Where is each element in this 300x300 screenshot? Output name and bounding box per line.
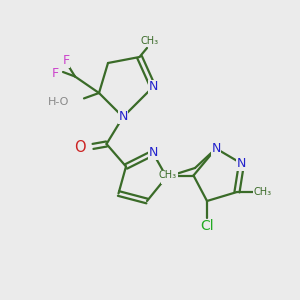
Text: CH₃: CH₃ [159,170,177,181]
Text: O: O [74,140,85,154]
Text: N: N [237,157,246,170]
Text: CH₃: CH₃ [254,187,272,197]
Text: N: N [148,146,158,160]
Text: CH₃: CH₃ [141,35,159,46]
Text: N: N [118,110,128,124]
Text: H‐O: H‐O [48,97,69,107]
Text: N: N [162,170,171,184]
Text: F: F [62,54,70,68]
Text: Cl: Cl [200,220,214,233]
Text: N: N [148,80,158,94]
Text: F: F [52,67,59,80]
Text: N: N [211,142,221,155]
